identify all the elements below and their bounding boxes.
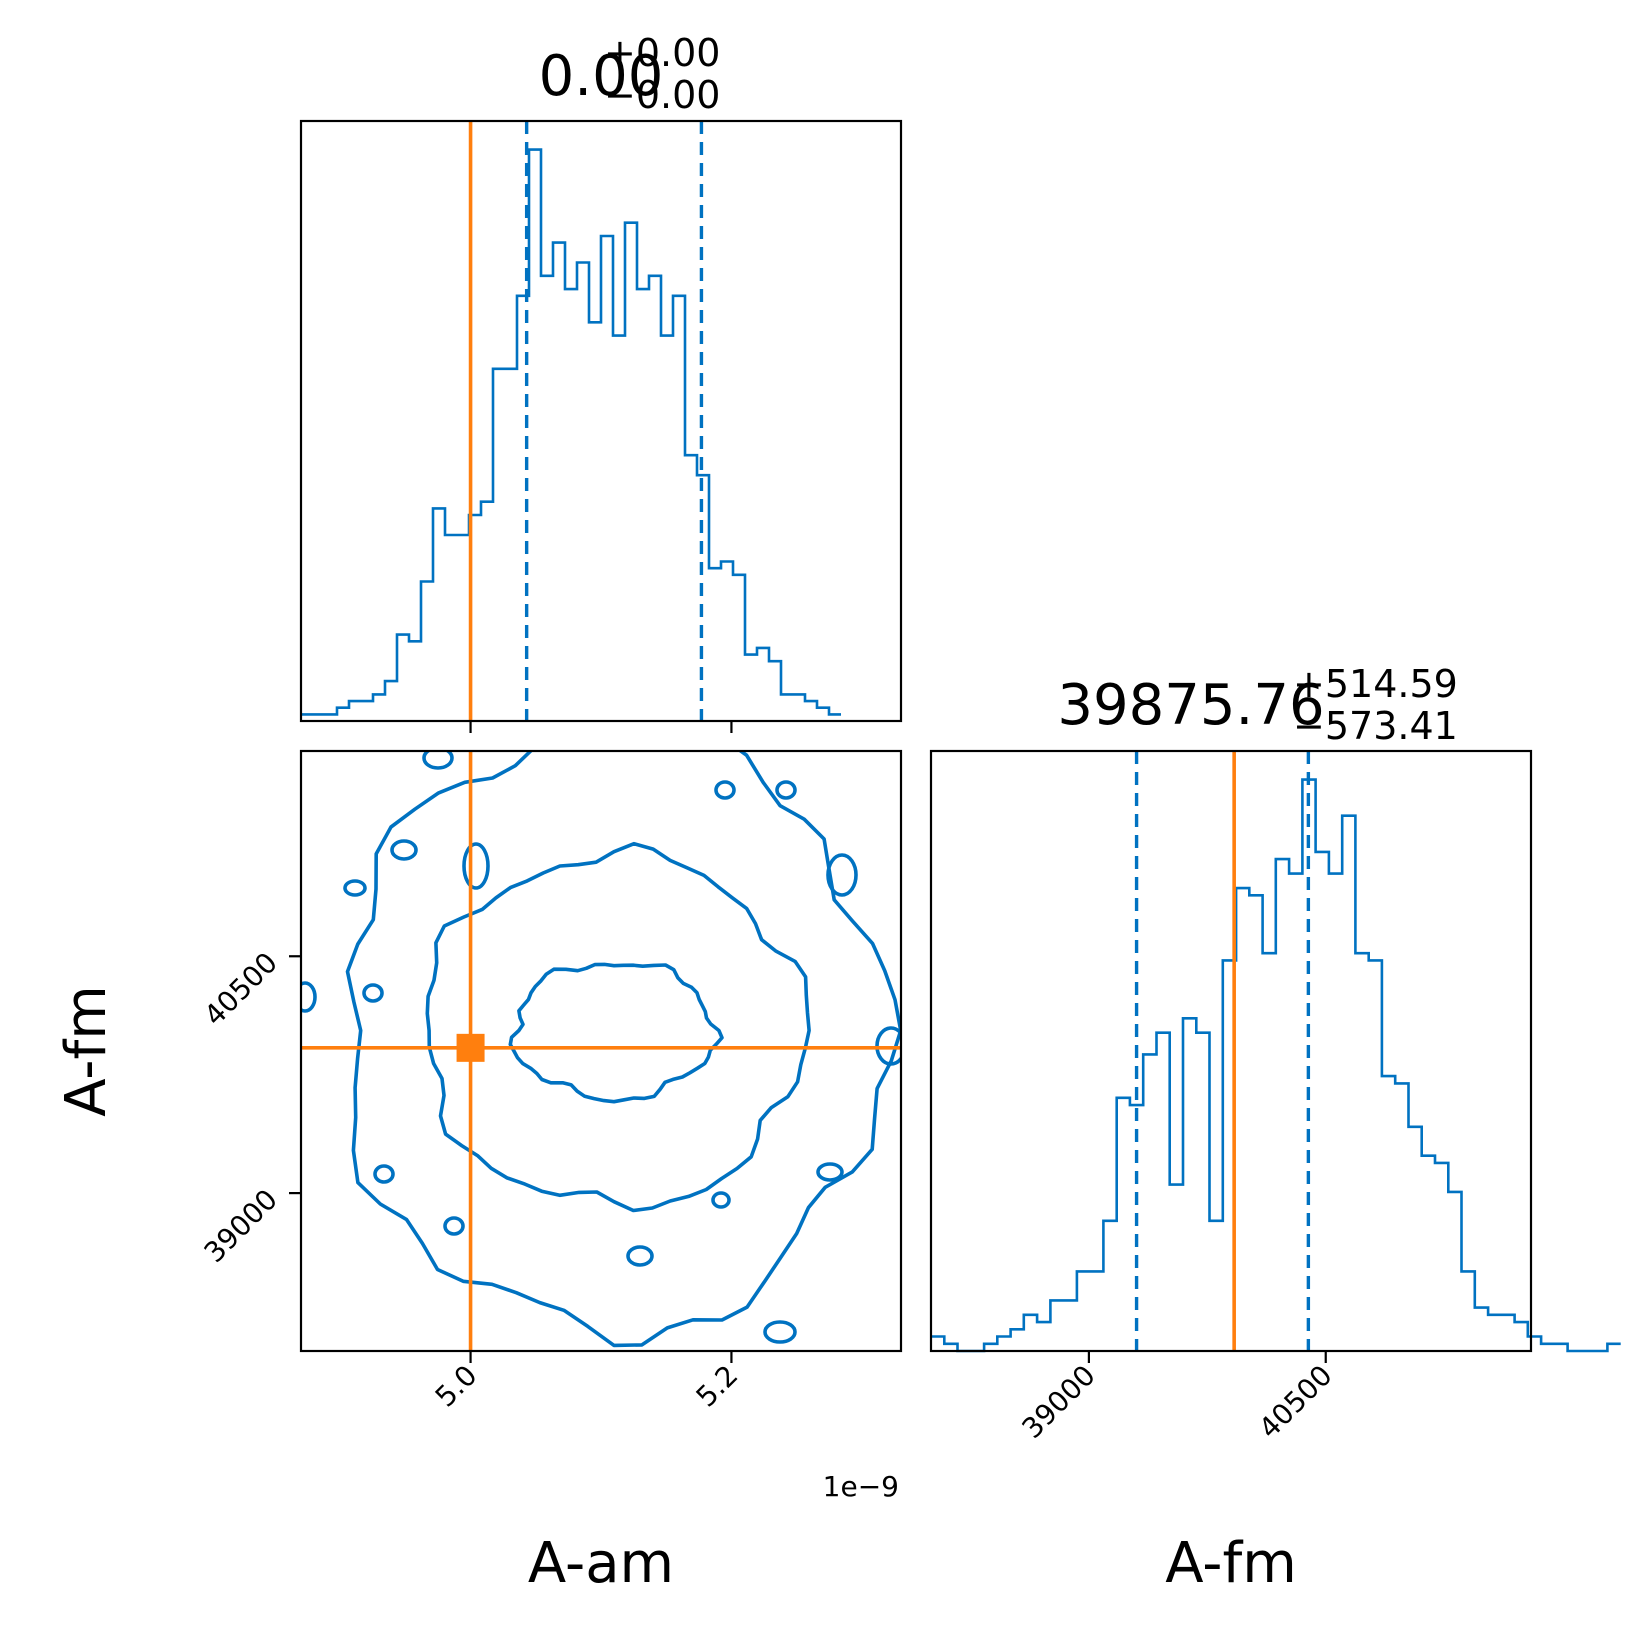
- title-a-am: 0.00: [539, 44, 664, 109]
- hist-a-am: [301, 148, 841, 716]
- title-a-fm: 39875.76: [1057, 673, 1324, 738]
- contour-island: [362, 983, 384, 1003]
- x-tick-label: 39000: [1016, 1359, 1102, 1445]
- contour-island: [775, 780, 797, 800]
- contour-island: [373, 1164, 395, 1184]
- panel-2d-contour: [299, 749, 903, 1353]
- x-axis-label-a-am: A-am: [528, 1531, 674, 1596]
- x-offset-label: 1e−9: [823, 1470, 899, 1503]
- title-value: 0.00: [539, 44, 664, 109]
- title-minus: −573.41: [1293, 704, 1458, 748]
- title-plus: +0.00: [604, 31, 720, 75]
- y-tick-label: 39000: [198, 1183, 284, 1269]
- contour-island: [714, 780, 736, 800]
- panel-frame: [929, 749, 1533, 1353]
- y-tick-label: 40500: [198, 946, 284, 1032]
- truth-marker: [456, 1033, 485, 1062]
- contour-island: [390, 839, 418, 861]
- contour-level-2: [425, 841, 811, 1213]
- contour-island: [763, 1320, 797, 1344]
- contour-island: [875, 1026, 901, 1066]
- title-plus: +514.59: [1293, 662, 1458, 706]
- y-axis-label-a-fm: A-fm: [54, 985, 119, 1117]
- contour-island: [343, 879, 367, 897]
- contour-island: [626, 1245, 654, 1267]
- contour-island: [826, 853, 858, 897]
- contour-island: [711, 1191, 731, 1209]
- hist-a-fm: [931, 778, 1621, 1353]
- contour-level-3: [508, 962, 724, 1104]
- x-tick-label: 5.2: [690, 1359, 745, 1414]
- contour-island: [422, 751, 454, 770]
- title-value: 39875.76: [1057, 673, 1324, 738]
- title-minus: −0.00: [604, 73, 720, 117]
- panel-hist-a-am: 0.00 +0.00 −0.00: [299, 31, 903, 723]
- x-tick-label: 40500: [1252, 1359, 1338, 1445]
- panel-frame: [299, 749, 903, 1353]
- contour-island: [462, 842, 490, 890]
- contour-island: [443, 1216, 465, 1236]
- contour-island: [816, 1162, 844, 1182]
- x-tick-label: 5.0: [429, 1359, 484, 1414]
- contour-island: [301, 981, 317, 1013]
- contour-level-1: [345, 751, 901, 1348]
- panel-frame: [299, 119, 903, 723]
- panel-hist-a-fm: 39875.76 +514.59 −573.41: [929, 662, 1621, 1353]
- x-axis-label-a-fm: A-fm: [1165, 1531, 1297, 1596]
